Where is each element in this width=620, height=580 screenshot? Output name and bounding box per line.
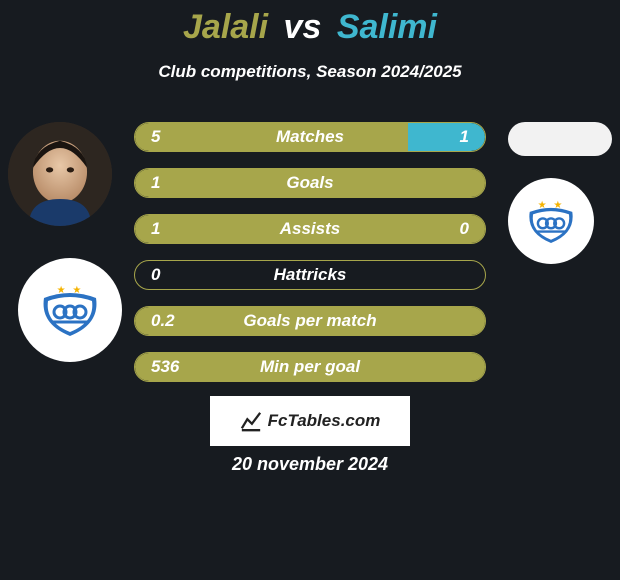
player1-avatar: [8, 122, 112, 226]
chart-icon: [240, 410, 262, 432]
comparison-title: Jalali vs Salimi: [0, 8, 620, 47]
subtitle: Club competitions, Season 2024/2025: [0, 62, 620, 82]
stat-bar-fill-left: [135, 215, 485, 243]
player1-avatar-placeholder: [8, 122, 112, 226]
fctables-logo-text: FcTables.com: [268, 411, 381, 431]
stat-bar-fill-right: [408, 123, 485, 151]
stat-bar-row: 1Goals: [134, 168, 486, 198]
fctables-logo: FcTables.com: [210, 396, 410, 446]
stat-value-left: 0.2: [151, 307, 175, 335]
stat-label: Hattricks: [135, 261, 485, 289]
title-player1: Jalali: [183, 8, 268, 46]
title-player2: Salimi: [337, 8, 437, 46]
club-logo-icon: [526, 207, 576, 243]
stat-bar-row: 0Hattricks: [134, 260, 486, 290]
stat-bar-row: 10Assists: [134, 214, 486, 244]
player1-club-badge: ★ ★: [18, 258, 122, 362]
stat-value-left: 5: [151, 123, 160, 151]
player2-club-badge: ★ ★: [508, 178, 594, 264]
stat-bar-fill-left: [135, 307, 485, 335]
stat-bar-row: 0.2Goals per match: [134, 306, 486, 336]
title-vs: vs: [284, 8, 322, 46]
stat-value-left: 536: [151, 353, 179, 381]
stat-bar-row: 536Min per goal: [134, 352, 486, 382]
stat-bar-fill-left: [135, 353, 485, 381]
stat-bar-fill-left: [135, 169, 485, 197]
stats-bars: 51Matches1Goals10Assists0Hattricks0.2Goa…: [134, 122, 486, 398]
stat-value-left: 0: [151, 261, 160, 289]
footer-date: 20 november 2024: [0, 454, 620, 475]
stat-value-left: 1: [151, 215, 160, 243]
player2-avatar: [508, 122, 612, 156]
stat-value-right: 1: [460, 123, 469, 151]
stat-bar-fill-left: [135, 123, 408, 151]
player2-avatar-placeholder: [508, 122, 612, 156]
club-logo-icon: [40, 292, 100, 336]
stat-bar-row: 51Matches: [134, 122, 486, 152]
stat-value-right: 0: [460, 215, 469, 243]
stat-value-left: 1: [151, 169, 160, 197]
